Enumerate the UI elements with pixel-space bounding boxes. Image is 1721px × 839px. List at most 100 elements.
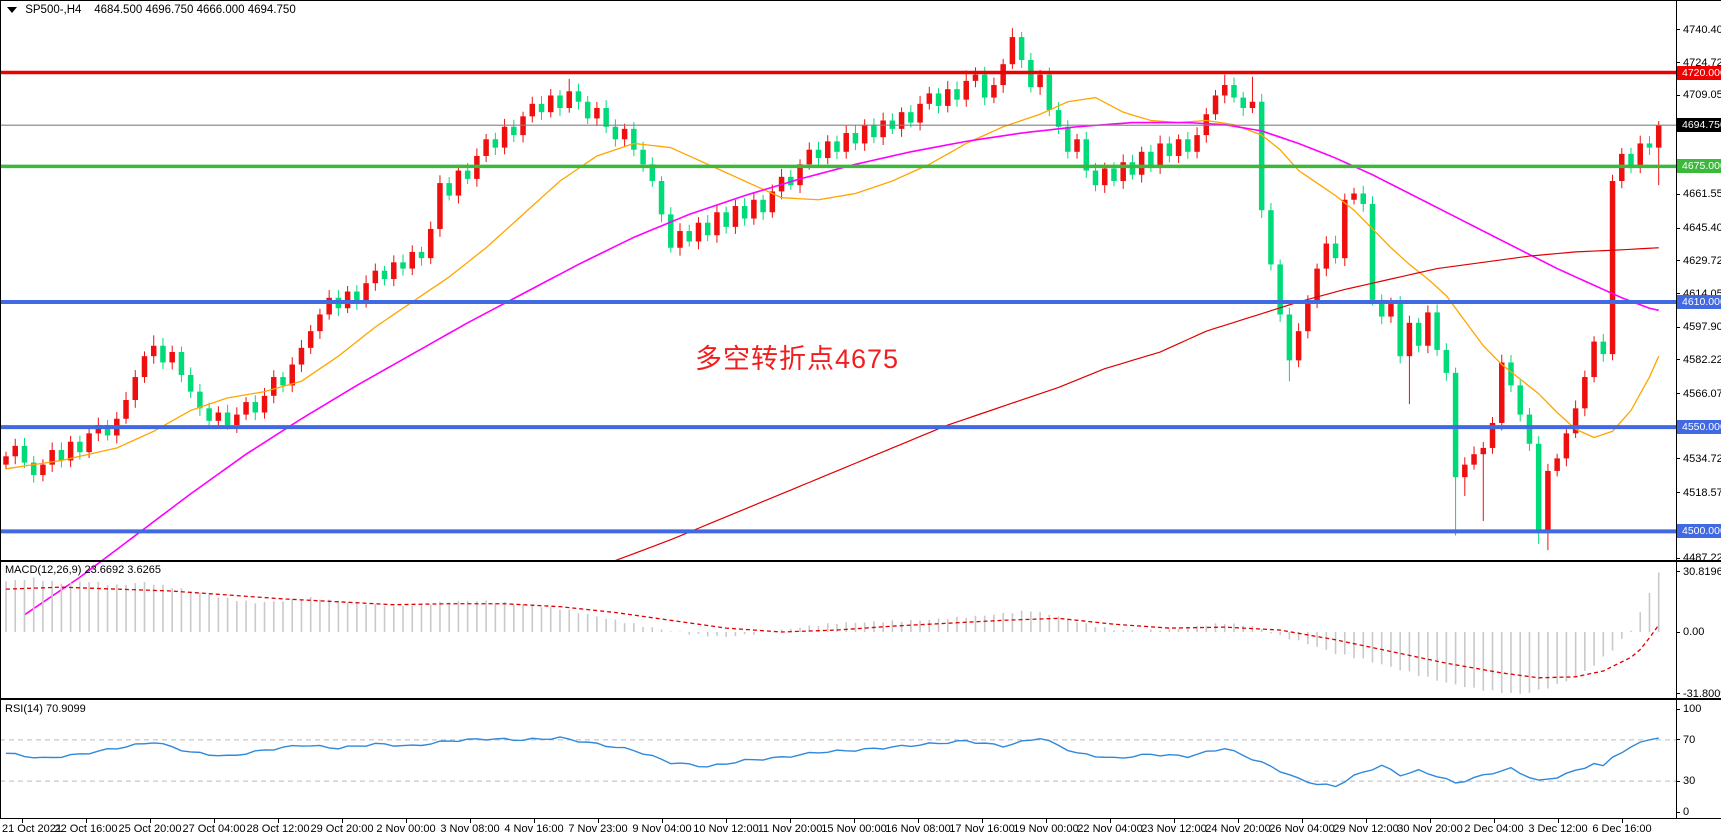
price-badge: 4500.000 bbox=[1677, 524, 1721, 539]
candle bbox=[1452, 372, 1459, 478]
price-tick-label: 4534.725 bbox=[1683, 452, 1721, 465]
candle bbox=[1129, 162, 1136, 175]
candle bbox=[714, 212, 720, 236]
indicator-label-macd: MACD(12,26,9) 23.6692 3.6265 bbox=[5, 564, 161, 576]
candle bbox=[1545, 470, 1551, 532]
candle bbox=[880, 120, 886, 138]
candle bbox=[557, 95, 563, 108]
time-tick-label: 22 Oct 16:00 bbox=[54, 823, 118, 835]
time-tick-label: 24 Nov 20:00 bbox=[1205, 823, 1271, 835]
candle bbox=[49, 450, 55, 465]
candle bbox=[261, 395, 268, 413]
candle bbox=[1342, 199, 1348, 259]
candle bbox=[575, 91, 582, 102]
main-macd-separator[interactable] bbox=[0, 560, 1721, 562]
candle bbox=[77, 441, 83, 453]
candle bbox=[1286, 314, 1293, 361]
candle bbox=[612, 126, 619, 140]
candle bbox=[1369, 203, 1376, 300]
candle bbox=[1055, 110, 1062, 127]
time-tick-label: 7 Nov 23:00 bbox=[568, 823, 628, 835]
candle bbox=[1378, 299, 1385, 317]
price-tick-label: 4661.550 bbox=[1683, 188, 1721, 201]
time-tick-label: 2 Nov 00:00 bbox=[376, 823, 436, 835]
candle bbox=[224, 412, 231, 426]
candle bbox=[963, 80, 969, 100]
candle bbox=[409, 251, 416, 269]
time-tick-label: 22 Nov 04:00 bbox=[1077, 823, 1143, 835]
macd-tick-label: 0.00 bbox=[1683, 626, 1705, 638]
candle bbox=[1489, 422, 1496, 448]
macd-tick-label: -31.8009 bbox=[1683, 687, 1721, 700]
macd-rsi-separator[interactable] bbox=[0, 698, 1721, 700]
candle bbox=[150, 345, 157, 357]
price-tick-label: 4629.725 bbox=[1683, 254, 1721, 267]
price-badge: 4610.000 bbox=[1677, 294, 1721, 309]
candle bbox=[668, 214, 674, 248]
candle bbox=[1314, 268, 1320, 302]
time-tick-label: 21 Oct 2021 bbox=[2, 823, 62, 835]
time-tick-label: 23 Nov 12:00 bbox=[1141, 823, 1207, 835]
candle bbox=[1388, 304, 1394, 317]
candle bbox=[1212, 95, 1219, 115]
candle bbox=[732, 206, 739, 227]
candle bbox=[1258, 101, 1265, 211]
price-tick-label: 4487.225 bbox=[1683, 552, 1721, 565]
candle bbox=[972, 74, 979, 81]
candle bbox=[1065, 126, 1071, 152]
candle bbox=[243, 402, 249, 415]
candle bbox=[769, 191, 776, 213]
candle bbox=[741, 206, 748, 219]
candle bbox=[317, 314, 323, 332]
symbol-period-label: SP500-,H4 bbox=[25, 4, 82, 16]
symbol-dropdown-icon[interactable] bbox=[7, 6, 17, 13]
candle bbox=[123, 399, 129, 419]
rsi-tick-label: 100 bbox=[1683, 703, 1702, 715]
candle bbox=[1037, 74, 1043, 88]
price-chart-canvas[interactable] bbox=[0, 1, 1676, 839]
time-tick-label: 30 Nov 20:00 bbox=[1397, 823, 1463, 835]
candle bbox=[271, 377, 277, 396]
candle bbox=[298, 347, 305, 365]
time-tick-label: 28 Oct 12:00 bbox=[246, 823, 310, 835]
macd-tick-label: 30.8196 bbox=[1683, 565, 1721, 578]
candle bbox=[686, 231, 692, 242]
price-tick-label: 4518.575 bbox=[1683, 486, 1721, 499]
price-badge: 4550.000 bbox=[1677, 420, 1721, 435]
candle bbox=[1582, 377, 1588, 409]
rsi-tick-label: 70 bbox=[1683, 733, 1696, 746]
candle bbox=[1517, 385, 1523, 415]
candle bbox=[843, 133, 849, 152]
candle bbox=[871, 124, 877, 138]
candle bbox=[1591, 341, 1597, 378]
candle bbox=[464, 170, 471, 179]
time-tick-label: 10 Nov 12:00 bbox=[693, 823, 759, 835]
candle bbox=[566, 91, 572, 108]
candle bbox=[538, 103, 545, 113]
candle bbox=[861, 124, 868, 144]
candle bbox=[492, 139, 499, 148]
candle bbox=[1185, 139, 1191, 152]
candle bbox=[160, 345, 166, 363]
candle bbox=[187, 374, 194, 392]
time-tick-label: 2 Dec 04:00 bbox=[1464, 823, 1524, 835]
time-tick-label: 17 Nov 16:00 bbox=[949, 823, 1015, 835]
candle bbox=[751, 199, 757, 219]
candle bbox=[695, 222, 702, 242]
candle bbox=[1083, 139, 1090, 171]
candle bbox=[852, 133, 859, 144]
left-border bbox=[0, 1, 1, 819]
candle bbox=[908, 112, 914, 123]
candle bbox=[1111, 168, 1117, 181]
candle bbox=[945, 89, 951, 106]
candle bbox=[178, 352, 185, 375]
candle bbox=[1194, 135, 1200, 152]
candle bbox=[1138, 151, 1145, 175]
candle bbox=[1323, 243, 1330, 269]
price-tick-label: 4709.050 bbox=[1683, 89, 1721, 102]
candle bbox=[427, 228, 434, 259]
candle bbox=[1415, 322, 1422, 346]
candle bbox=[1231, 85, 1237, 98]
candle bbox=[1000, 64, 1006, 86]
candle bbox=[1406, 322, 1413, 357]
